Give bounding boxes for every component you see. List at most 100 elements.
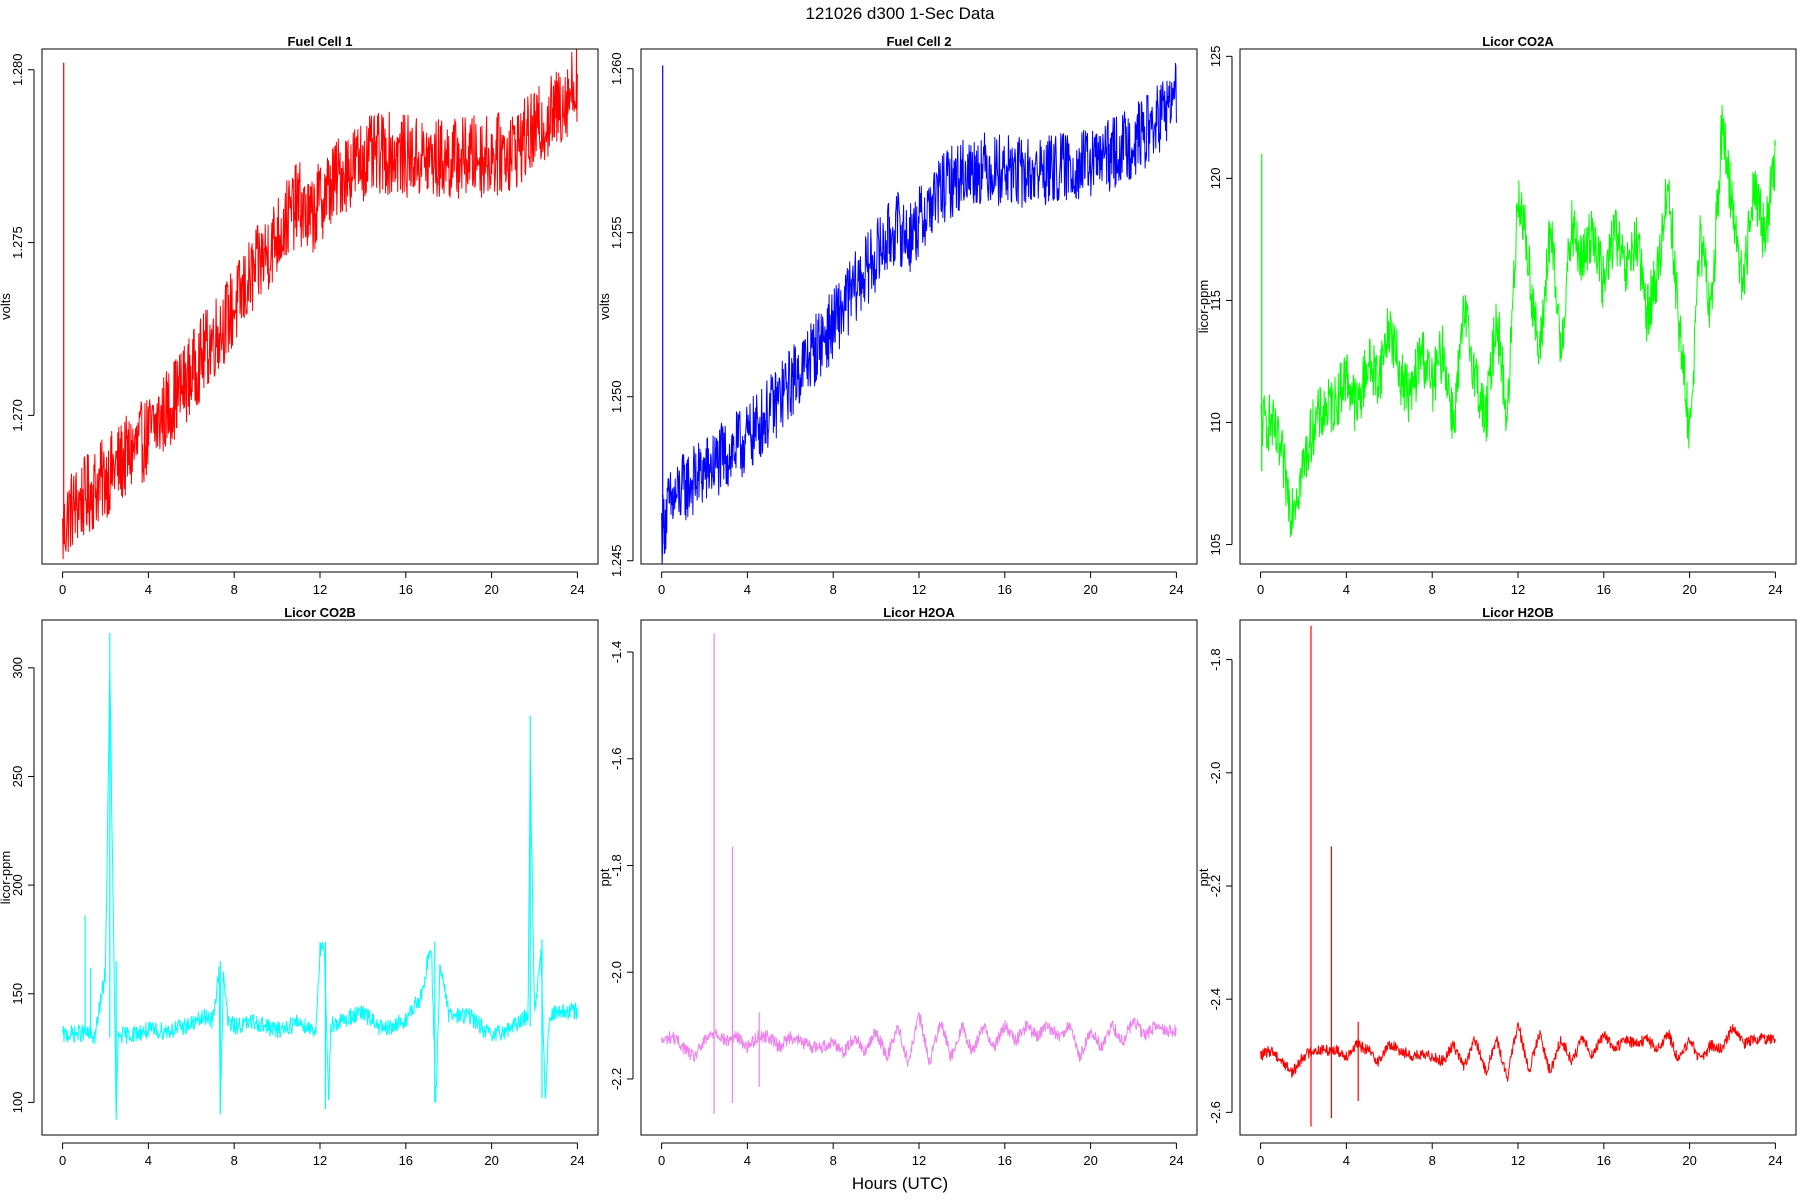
licor-h2ob-y-tick-label-2: -2.2 [1208,875,1223,897]
licor-h2ob-x-tick-label-4: 4 [1343,1153,1350,1168]
licor-h2oa-x-tick-label-0: 0 [658,1153,665,1168]
licor-co2a-x-tick-label-20: 20 [1682,582,1696,597]
fuel-cell-1-x-tick-label-8: 8 [231,582,238,597]
fuel-cell-2-y-axis-label: volts [597,293,612,320]
licor-co2a-y-tick-label-4: 125 [1208,45,1223,67]
licor-co2b-y-tick-label-3: 250 [10,766,25,788]
panel-licor-co2b: Licor CO2B licor-ppm 0 4 8 12 16 20 24 100 150 20… [0,605,599,1168]
licor-co2b-y-axis-label: licor-ppm [0,851,13,904]
fuel-cell-1-x-tick-label-0: 0 [59,582,66,597]
figure-title: 121026 d300 1-Sec Data [805,4,995,23]
licor-h2ob-x-tick-label-20: 20 [1682,1153,1696,1168]
licor-co2a-y-axis-label: licor-ppm [1196,280,1211,333]
fuel-cell-2-x-tick-label-8: 8 [830,582,837,597]
fuel-cell-1-series [62,49,578,560]
licor-h2ob-y-tick-label-3: -2.0 [1208,762,1223,784]
licor-h2ob-series [1260,625,1776,1127]
licor-co2b-x-tick-label-24: 24 [570,1153,584,1168]
licor-h2ob-x-tick-label-16: 16 [1597,1153,1611,1168]
fuel-cell-1-x-tick-label-24: 24 [570,582,584,597]
fuel-cell-2-x-tick-label-16: 16 [998,582,1012,597]
licor-h2ob-axes: 0 4 8 12 16 20 24 -2.6 -2.4 -2.2 -2.0 -1.8 [1208,648,1783,1168]
fuel-cell-2-y-tick-label-0: 1.245 [609,544,624,577]
licor-co2a-x-tick-label-24: 24 [1768,582,1782,597]
licor-h2oa-x-tick-label-20: 20 [1083,1153,1097,1168]
licor-co2a-plot-frame [1239,48,1797,565]
fuel-cell-2-x-tick-label-24: 24 [1169,582,1183,597]
fuel-cell-2-plot-frame [640,48,1198,565]
fuel-cell-1-series-0-line [62,49,578,560]
panel-fuel-cell-2: Fuel Cell 2 volts 0 4 8 12 16 20 24 1.245 1.250 1… [597,34,1198,597]
fuel-cell-2-axes: 0 4 8 12 16 20 24 1.245 1.250 1.255 1.260 [609,52,1184,597]
licor-h2oa-series [661,633,1177,1114]
licor-h2oa-x-tick-label-8: 8 [830,1153,837,1168]
licor-h2ob-y-axis-label: ppt [1196,868,1211,886]
fuel-cell-2-y-tick-label-2: 1.255 [609,216,624,249]
licor-h2oa-x-tick-label-4: 4 [744,1153,751,1168]
fuel-cell-1-y-tick-label-0: 1.270 [10,399,25,432]
panel-licor-h2oa: Licor H2OA ppt 0 4 8 12 16 20 24 -2.2 -2.0 -1.8 -1… [597,605,1198,1168]
fuel-cell-2-y-tick-label-1: 1.250 [609,380,624,413]
fuel-cell-2-series-0-line [661,62,1177,564]
fuel-cell-2-x-tick-label-4: 4 [744,582,751,597]
fuel-cell-1-x-tick-label-16: 16 [399,582,413,597]
fuel-cell-2-x-tick-label-20: 20 [1083,582,1097,597]
fuel-cell-2-x-tick-label-12: 12 [912,582,926,597]
licor-co2a-x-tick-label-8: 8 [1429,582,1436,597]
fuel-cell-1-x-tick-label-4: 4 [145,582,152,597]
licor-h2ob-y-tick-label-0: -2.6 [1208,1101,1223,1123]
licor-h2ob-title: Licor H2OB [1482,605,1554,620]
panel-licor-co2a: Licor CO2A licor-ppm 0 4 8 12 16 20 24 105 110 11… [1196,34,1797,597]
panel-licor-h2ob: Licor H2OB ppt 0 4 8 12 16 20 24 -2.6 -2.4 -2.2 -2… [1196,605,1797,1168]
fuel-cell-2-x-tick-label-0: 0 [658,582,665,597]
fuel-cell-1-y-axis-label: volts [0,293,13,320]
licor-co2b-y-tick-label-1: 150 [10,983,25,1005]
licor-h2oa-y-tick-label-3: -1.6 [609,748,624,770]
licor-co2a-series [1260,105,1776,538]
fuel-cell-2-y-tick-label-3: 1.260 [609,52,624,85]
licor-co2a-axes: 0 4 8 12 16 20 24 105 110 115 120 125 [1208,45,1783,597]
licor-co2a-x-tick-label-4: 4 [1343,582,1350,597]
fuel-cell-1-y-tick-label-2: 1.280 [10,53,25,86]
licor-co2b-title: Licor CO2B [284,605,356,620]
licor-co2b-y-tick-label-4: 300 [10,657,25,679]
fuel-cell-1-axes: 0 4 8 12 16 20 24 1.270 1.275 1.280 [10,53,585,597]
licor-co2b-x-tick-label-4: 4 [145,1153,152,1168]
licor-co2a-y-tick-label-0: 105 [1208,534,1223,556]
licor-co2b-x-tick-label-8: 8 [231,1153,238,1168]
licor-co2a-series-0-line [1260,105,1776,538]
fuel-cell-1-x-tick-label-12: 12 [313,582,327,597]
licor-h2oa-x-tick-label-12: 12 [912,1153,926,1168]
licor-h2oa-x-tick-label-16: 16 [998,1153,1012,1168]
licor-co2b-x-tick-label-12: 12 [313,1153,327,1168]
licor-co2b-y-tick-label-0: 100 [10,1092,25,1114]
fuel-cell-2-title: Fuel Cell 2 [886,34,951,49]
fuel-cell-2-series [661,62,1177,564]
licor-h2ob-x-tick-label-0: 0 [1257,1153,1264,1168]
licor-h2oa-axes: 0 4 8 12 16 20 24 -2.2 -2.0 -1.8 -1.6 -1.4 [609,641,1184,1168]
licor-h2ob-y-tick-label-4: -1.8 [1208,648,1223,670]
licor-co2b-axes: 0 4 8 12 16 20 24 100 150 200 250 300 [10,657,585,1168]
licor-co2b-plot-frame [41,619,599,1136]
licor-h2ob-series-0-line [1260,1022,1776,1082]
licor-h2oa-y-tick-label-4: -1.4 [609,641,624,663]
licor-h2oa-plot-frame [640,619,1198,1136]
licor-co2a-x-tick-label-12: 12 [1511,582,1525,597]
licor-co2b-x-tick-label-20: 20 [484,1153,498,1168]
licor-co2a-x-tick-label-0: 0 [1257,582,1264,597]
licor-h2oa-x-tick-label-24: 24 [1169,1153,1183,1168]
licor-h2oa-series-0-line [661,1011,1177,1067]
licor-h2oa-title: Licor H2OA [883,605,955,620]
fuel-cell-1-x-tick-label-20: 20 [484,582,498,597]
licor-co2b-x-tick-label-0: 0 [59,1153,66,1168]
licor-co2b-y-tick-label-2: 200 [10,874,25,896]
licor-h2ob-plot-frame [1239,619,1797,1136]
licor-co2a-y-tick-label-3: 120 [1208,168,1223,190]
licor-co2b-series-0-line [62,671,578,1115]
licor-h2oa-y-axis-label: ppt [597,868,612,886]
licor-h2oa-y-tick-label-2: -1.8 [609,854,624,876]
licor-h2ob-y-tick-label-1: -2.4 [1208,988,1223,1010]
licor-co2b-x-tick-label-16: 16 [399,1153,413,1168]
licor-co2a-y-tick-label-1: 110 [1208,412,1223,433]
